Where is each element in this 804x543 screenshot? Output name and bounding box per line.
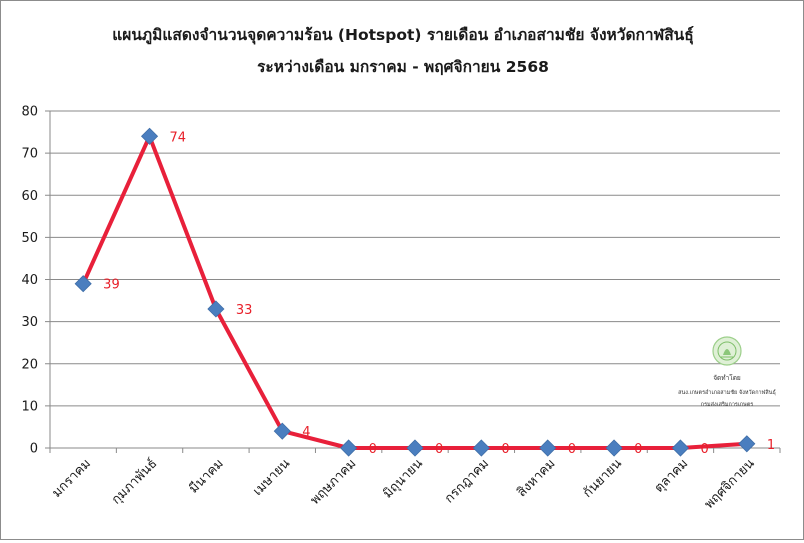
watermark-line-3: กรมส่งเสริมการเกษตร [701, 401, 754, 408]
chart-title-line-2: ระหว่างเดือน มกราคม - พฤศจิกายน 2568 [257, 58, 549, 76]
data-point-5 [340, 439, 358, 457]
x-tick-label-11: พฤศจิกายน [702, 456, 758, 512]
data-point-3 [207, 300, 225, 318]
data-point-6 [406, 439, 424, 457]
data-label-3: 33 [236, 303, 253, 318]
y-tick-label-40: 40 [21, 273, 38, 288]
data-label-2: 74 [170, 130, 187, 145]
y-tick-label-10: 10 [21, 399, 38, 414]
watermark-line-2: สนง.เกษตรอำเภอสามชัย จังหวัดกาฬสินธุ์ [678, 389, 776, 396]
x-tick-label-2: กุมภาพันธ์ [108, 456, 160, 508]
y-axis-ticks: 0 10 20 30 40 50 60 70 80 [21, 105, 50, 457]
data-label-1: 39 [103, 278, 120, 293]
data-label-6: 0 [435, 442, 443, 457]
agency-seal-icon [712, 336, 742, 366]
data-point-11 [738, 435, 756, 453]
data-point-10 [671, 439, 690, 457]
data-label-4: 4 [302, 425, 310, 440]
data-point-1 [74, 275, 92, 293]
series-line [81, 134, 749, 450]
x-tick-label-3: มีนาคม [186, 456, 227, 497]
x-tick-label-9: กันยายน [580, 456, 625, 501]
y-tick-label-30: 30 [21, 315, 38, 330]
y-tick-label-20: 20 [21, 357, 38, 372]
y-tick-label-70: 70 [21, 147, 38, 162]
y-tick-label-0: 0 [30, 442, 38, 457]
y-tick-label-60: 60 [21, 189, 38, 204]
x-tick-label-1: มกราคม [49, 456, 94, 501]
x-axis-ticks: มกราคม กุมภาพันธ์ มีนาคม เมษายน พฤษภาคม มิถุน… [49, 448, 781, 512]
data-point-4 [273, 422, 291, 440]
data-label-8: 0 [568, 442, 576, 457]
data-labels: 39 74 33 4 0 0 0 0 0 0 1 [103, 130, 775, 457]
data-label-5: 0 [369, 442, 377, 457]
data-point-9 [605, 439, 623, 457]
chart-title-line-1: แผนภูมิแสดงจำนวนจุดความร้อน (Hotspot) รา… [112, 26, 693, 46]
series-hotspot-count [74, 127, 756, 457]
data-label-11: 1 [767, 438, 775, 453]
y-tick-label-50: 50 [21, 231, 38, 246]
x-tick-label-10: ตุลาคม [652, 456, 692, 496]
chart-title: แผนภูมิแสดงจำนวนจุดความร้อน (Hotspot) รา… [112, 26, 693, 76]
x-tick-label-7: กรกฎาคม [442, 456, 492, 506]
data-label-7: 0 [501, 442, 509, 457]
gridlines [50, 110, 780, 407]
x-tick-label-4: เมษายน [250, 456, 293, 499]
watermark-line-1: จัดทำโดย [713, 374, 741, 382]
data-label-9: 0 [634, 442, 642, 457]
y-tick-label-80: 80 [21, 105, 38, 120]
x-tick-label-5: พฤษภาคม [308, 456, 360, 508]
agency-watermark: จัดทำโดย สนง.เกษตรอำเภอสามชัย จังหวัดกาฬ… [678, 336, 776, 408]
x-tick-label-8: สิงหาคม [514, 456, 558, 500]
data-point-8 [539, 439, 557, 457]
data-point-7 [472, 439, 490, 457]
data-point-2 [140, 127, 159, 145]
x-tick-label-6: มิถุนายน [380, 456, 425, 501]
data-label-10: 0 [700, 442, 708, 457]
